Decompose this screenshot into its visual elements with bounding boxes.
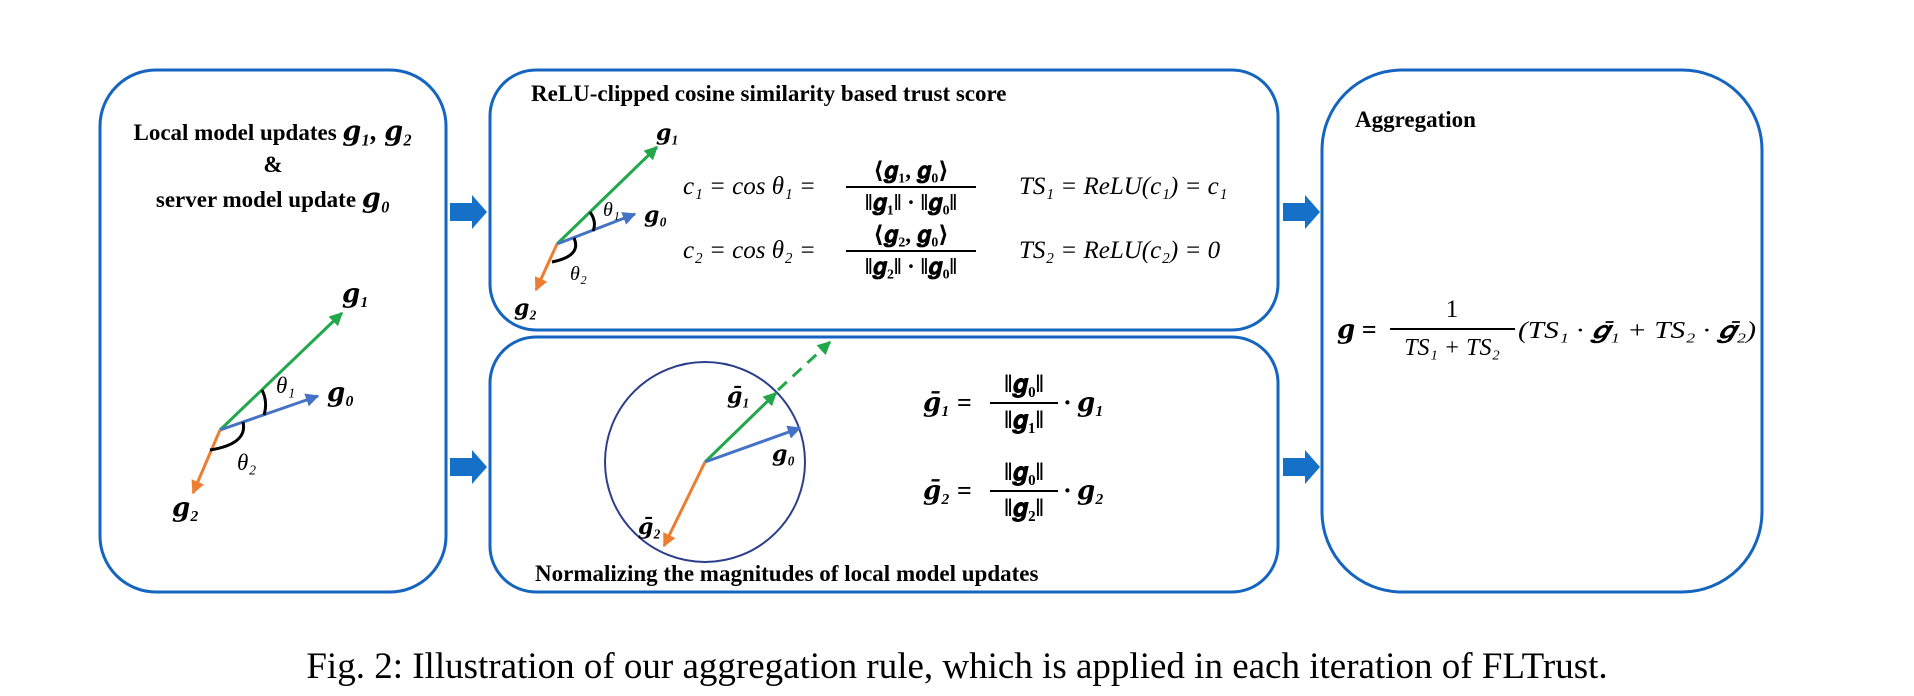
flow-arrow-normalize-to-aggregation — [1283, 450, 1320, 484]
agg-lhs: 𝒈 = — [1337, 315, 1377, 344]
agg-rhs: (TS₁ · 𝒈̄₁ + TS₂ · 𝒈̄₂) — [1518, 318, 1756, 344]
eq2-denominator: ‖𝒈₂‖ — [1004, 495, 1044, 522]
trust-g0-label: 𝒈₀ — [644, 202, 667, 227]
eq2-lhs: 𝒈̄₂ = — [923, 476, 972, 505]
ts1-equation: TS₁ = ReLU(c₁) = c₁ — [1019, 173, 1227, 200]
flow-arrow-to-normalize — [450, 450, 487, 484]
theta2-arc — [209, 421, 246, 452]
trust-theta2-label: θ₂ — [570, 263, 587, 285]
theta1-label: θ₁ — [276, 373, 295, 398]
trust-g2-label: 𝒈₂ — [514, 295, 537, 320]
c2-denominator: ‖𝒈₂‖ · ‖𝒈₀‖ — [865, 254, 957, 280]
figure-caption: Fig. 2: Illustration of our aggregation … — [306, 646, 1608, 687]
eq2-numerator: ‖𝒈₀‖ — [1004, 459, 1044, 486]
g0-label: 𝒈₀ — [327, 378, 354, 407]
trust-g2-vector — [534, 243, 559, 292]
agg-numerator: 1 — [1446, 296, 1459, 323]
g1-vector — [218, 311, 344, 432]
trust-theta1-label: θ₁ — [603, 199, 620, 221]
norm-g0-label: 𝒈₀ — [772, 441, 795, 466]
theta2-label: θ₂ — [237, 450, 256, 475]
eq1-lhs: 𝒈̄₁ = — [923, 388, 972, 417]
c1-lhs: c₁ = cos θ₁ = — [683, 173, 816, 200]
left-title-line2: & — [263, 152, 282, 177]
g2-vector — [191, 429, 222, 495]
normalize-panel — [488, 335, 1280, 594]
unit-ball-circle — [604, 361, 806, 563]
trust-g0-vector — [556, 212, 637, 246]
trust-g1-vector — [555, 145, 659, 246]
normalize-panel-title: Normalizing the magnitudes of local mode… — [535, 561, 1038, 586]
eq1-denominator: ‖𝒈₁‖ — [1004, 407, 1044, 434]
ts2-equation: TS₂ = ReLU(c₂) = 0 — [1019, 237, 1221, 264]
norm-g1bar-label: 𝒈̄₁ — [727, 383, 750, 408]
flow-arrow-trust-to-aggregation — [1283, 195, 1320, 229]
trust-score-panel — [488, 68, 1280, 332]
trust-g1-label: 𝒈₁ — [656, 120, 679, 145]
trust-theta2-arc — [551, 237, 578, 264]
local-updates-panel — [98, 68, 448, 594]
c1-numerator: ⟨𝒈₁, 𝒈₀⟩ — [873, 158, 948, 184]
agg-denominator: TS₁ + TS₂ — [1404, 335, 1500, 361]
norm-g2bar-label: 𝒈̄₂ — [638, 514, 661, 539]
theta1-arc — [260, 389, 268, 416]
norm-g2-vector — [662, 461, 707, 548]
eq1-rhs: · 𝒈₁ — [1064, 388, 1104, 417]
norm-g1-vector — [703, 391, 778, 464]
left-title-line3: server model update 𝒈₀ — [156, 183, 390, 213]
trust-theta1-arc — [588, 211, 596, 232]
eq2-rhs: · 𝒈₂ — [1064, 476, 1104, 505]
aggregation-panel — [1320, 68, 1764, 594]
aggregation-panel-title: Aggregation — [1355, 107, 1476, 132]
trust-panel-title: ReLU-clipped cosine similarity based tru… — [531, 81, 1007, 106]
eq1-numerator: ‖𝒈₀‖ — [1004, 371, 1044, 398]
left-title-line1: Local model updates 𝒈₁, 𝒈₂ — [133, 116, 412, 146]
g1-label: 𝒈₁ — [342, 279, 369, 308]
norm-g1-extension — [776, 340, 832, 392]
g0-vector — [219, 393, 320, 432]
c1-denominator: ‖𝒈₁‖ · ‖𝒈₀‖ — [865, 190, 957, 216]
g2-label: 𝒈₂ — [172, 493, 199, 522]
c2-lhs: c₂ = cos θ₂ = — [683, 237, 816, 264]
flow-arrow-to-trust — [450, 195, 487, 229]
c2-numerator: ⟨𝒈₂, 𝒈₀⟩ — [873, 222, 948, 248]
norm-g0-vector — [704, 425, 802, 464]
